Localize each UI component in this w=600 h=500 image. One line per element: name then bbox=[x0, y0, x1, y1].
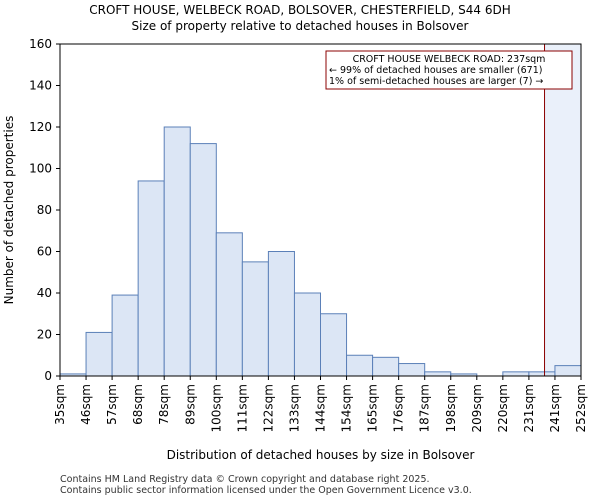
y-tick-label: 140 bbox=[29, 79, 52, 93]
x-tick-label: 122sqm bbox=[261, 384, 275, 432]
bar-231sqm bbox=[528, 371, 556, 377]
bars-group bbox=[59, 126, 582, 377]
annotation-frame bbox=[325, 50, 573, 90]
y-tick-label: 160 bbox=[29, 37, 52, 51]
x-tick-label: 144sqm bbox=[314, 384, 328, 432]
x-tick-label: 111sqm bbox=[235, 384, 249, 432]
x-tick-label: 68sqm bbox=[131, 384, 145, 425]
y-tick-label: 60 bbox=[37, 245, 52, 259]
y-axis: 0 20 40 60 80 100 120 140 160 bbox=[29, 37, 60, 383]
bar-46sqm bbox=[85, 331, 113, 377]
x-tick-label: 220sqm bbox=[496, 384, 510, 432]
x-tick-label: 252sqm bbox=[574, 384, 588, 432]
x-tick-label: 57sqm bbox=[105, 384, 119, 425]
bar-133sqm bbox=[293, 292, 322, 377]
y-axis-label: Number of detached properties bbox=[2, 116, 16, 305]
bar-176sqm bbox=[398, 363, 426, 377]
y-tick-label: 0 bbox=[44, 369, 52, 383]
y-tick-label: 80 bbox=[37, 203, 52, 217]
x-tick-label: 231sqm bbox=[522, 384, 536, 432]
x-tick-label: 241sqm bbox=[548, 384, 562, 432]
annotation-line-3: 1% of semi-detached houses are larger (7… bbox=[329, 76, 543, 87]
x-axis-label: Distribution of detached houses by size … bbox=[167, 448, 475, 462]
bar-78sqm bbox=[163, 126, 191, 377]
bar-241sqm bbox=[554, 365, 582, 377]
x-tick-label: 209sqm bbox=[470, 384, 484, 432]
bar-111sqm bbox=[241, 261, 269, 377]
bar-100sqm bbox=[215, 232, 243, 377]
footer-licence: Contains public sector information licen… bbox=[60, 485, 472, 496]
x-tick-label: 78sqm bbox=[157, 384, 171, 425]
larger-properties-shade bbox=[544, 44, 581, 376]
bar-144sqm bbox=[320, 313, 348, 377]
x-tick-label: 89sqm bbox=[183, 384, 197, 425]
x-axis: 35sqm 46sqm 57sqm 68sqm 78sqm 89sqm 100sqm 111s… bbox=[53, 376, 588, 432]
chart-title: CROFT HOUSE, WELBECK ROAD, BOLSOVER, CHE… bbox=[89, 3, 511, 17]
y-tick-label: 120 bbox=[29, 120, 52, 134]
x-tick-label: 154sqm bbox=[340, 384, 354, 432]
x-tick-label: 46sqm bbox=[79, 384, 93, 425]
x-tick-label: 35sqm bbox=[53, 384, 67, 425]
bar-154sqm bbox=[346, 354, 374, 377]
annotation-line-2: ← 99% of detached houses are smaller (67… bbox=[329, 65, 542, 76]
y-tick-label: 20 bbox=[37, 328, 52, 342]
bar-187sqm bbox=[424, 371, 452, 377]
annotation-line-1: CROFT HOUSE WELBECK ROAD: 237sqm bbox=[353, 54, 546, 65]
x-tick-label: 165sqm bbox=[366, 384, 380, 432]
bar-89sqm bbox=[189, 143, 217, 377]
x-tick-label: 100sqm bbox=[209, 384, 223, 432]
bar-122sqm bbox=[267, 251, 295, 377]
bar-68sqm bbox=[137, 180, 165, 377]
x-tick-label: 187sqm bbox=[418, 384, 432, 432]
bar-57sqm bbox=[111, 294, 139, 377]
bar-165sqm bbox=[372, 356, 400, 377]
bar-220sqm bbox=[502, 371, 530, 377]
y-tick-label: 100 bbox=[29, 162, 52, 176]
annotation-box: CROFT HOUSE WELBECK ROAD: 237sqm ← 99% o… bbox=[325, 50, 573, 90]
y-tick-label: 40 bbox=[37, 286, 52, 300]
chart-subtitle: Size of property relative to detached ho… bbox=[131, 19, 469, 33]
footer-copyright: Contains HM Land Registry data © Crown c… bbox=[60, 474, 430, 485]
x-tick-label: 133sqm bbox=[287, 384, 301, 432]
x-tick-label: 176sqm bbox=[392, 384, 406, 432]
x-tick-label: 198sqm bbox=[444, 384, 458, 432]
